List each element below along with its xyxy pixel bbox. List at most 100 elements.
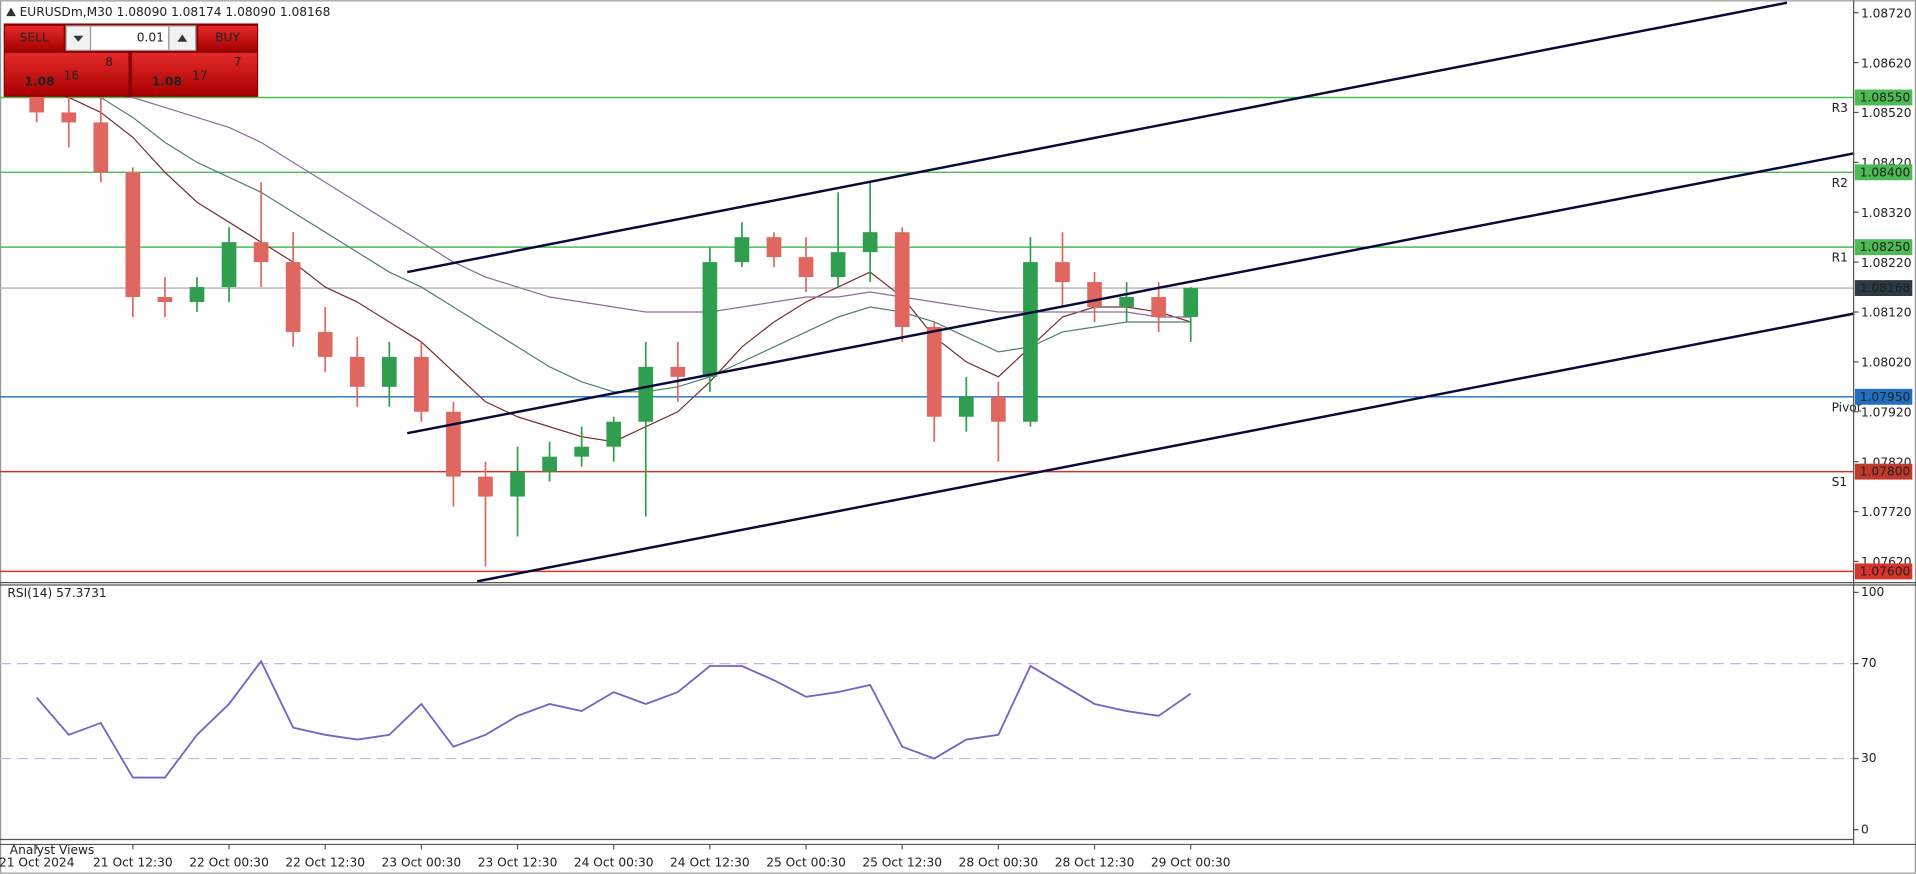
candle-body bbox=[317, 331, 333, 357]
x-tick-label: 21 Oct 2024 bbox=[0, 855, 75, 869]
candle-body bbox=[574, 446, 589, 457]
level-label-bg bbox=[1854, 388, 1913, 405]
moving-average bbox=[36, 71, 1191, 318]
x-tick-label: 24 Oct 12:30 bbox=[670, 855, 750, 869]
candle-body bbox=[221, 242, 237, 288]
candle-body bbox=[253, 242, 269, 263]
candle-body bbox=[734, 237, 750, 263]
candle-body bbox=[702, 262, 718, 377]
y-tick-label: 100 bbox=[1861, 585, 1884, 599]
arrow-down bbox=[73, 35, 84, 42]
plot-layer: R3 R2 R1 Pivot S1 bbox=[0, 1, 1862, 779]
candle-body bbox=[61, 112, 77, 123]
sell-button[interactable] bbox=[4, 25, 64, 51]
moving-average bbox=[36, 62, 1191, 393]
level-label: 1.07600 bbox=[1860, 565, 1911, 579]
level-tag: R2 bbox=[1832, 176, 1848, 190]
candle-body bbox=[670, 366, 686, 377]
candle-body bbox=[862, 232, 878, 253]
buy-button[interactable] bbox=[198, 25, 257, 51]
y-tick-label: 1.08020 bbox=[1861, 356, 1912, 370]
candle-body bbox=[1183, 288, 1199, 317]
bid-pips: 16 bbox=[64, 69, 80, 83]
y-tick-label: 0 bbox=[1861, 822, 1869, 836]
candle-body bbox=[1087, 282, 1102, 308]
candle-body bbox=[349, 356, 365, 387]
x-tick-label: 22 Oct 00:30 bbox=[189, 855, 269, 869]
candle-body bbox=[1119, 297, 1134, 308]
x-tick-label: 25 Oct 12:30 bbox=[862, 855, 942, 869]
candle-body bbox=[285, 262, 301, 332]
candle-body bbox=[478, 476, 493, 497]
candle-body bbox=[766, 237, 782, 258]
level-label: 1.07950 bbox=[1860, 390, 1911, 404]
buy-label[interactable]: BUY bbox=[215, 31, 240, 45]
candle-body bbox=[446, 411, 461, 477]
candle-body bbox=[542, 456, 557, 472]
ask-box[interactable] bbox=[132, 52, 257, 96]
candle-body bbox=[1055, 262, 1070, 283]
candle-body bbox=[93, 122, 109, 173]
symbol-header: EURUSDm,M30 1.08090 1.08174 1.08090 1.08… bbox=[20, 5, 331, 19]
axis-layer: 1.087201.086201.085201.084201.083201.082… bbox=[0, 6, 1913, 869]
x-tick-label: 23 Oct 12:30 bbox=[478, 855, 558, 869]
candle-body bbox=[1151, 297, 1166, 317]
x-tick-label: 22 Oct 12:30 bbox=[285, 855, 365, 869]
candle-body bbox=[830, 252, 846, 278]
y-tick-label: 70 bbox=[1861, 656, 1877, 670]
candle-body bbox=[958, 396, 974, 417]
candle-body bbox=[414, 356, 429, 412]
y-tick-label: 1.08720 bbox=[1861, 6, 1912, 20]
y-tick-label: 1.08620 bbox=[1861, 56, 1912, 70]
channel-line bbox=[407, 152, 1855, 435]
collapse-icon[interactable] bbox=[6, 7, 16, 17]
analyst-views: Analyst Views bbox=[10, 843, 95, 857]
rsi-line bbox=[36, 659, 1192, 779]
x-tick-label: 28 Oct 00:30 bbox=[959, 855, 1039, 869]
level-label: 1.08550 bbox=[1860, 91, 1911, 105]
lot-value[interactable]: 0.01 bbox=[137, 31, 164, 45]
sell-label[interactable]: SELL bbox=[20, 31, 49, 45]
bid-box[interactable] bbox=[4, 52, 129, 96]
y-tick-label: 1.07920 bbox=[1861, 405, 1912, 419]
ask-pips: 17 bbox=[192, 69, 208, 83]
lot-input[interactable] bbox=[89, 25, 170, 51]
candle-body bbox=[798, 257, 814, 278]
ask-big: 1.08 bbox=[152, 75, 182, 89]
level-label: 1.07800 bbox=[1860, 465, 1911, 479]
level-label: 1.08168 bbox=[1860, 281, 1911, 295]
candle-body bbox=[894, 232, 910, 327]
level-tag: Pivot bbox=[1832, 400, 1862, 414]
x-tick-label: 28 Oct 12:30 bbox=[1055, 855, 1135, 869]
arrow-up bbox=[177, 34, 188, 42]
level-tag: R3 bbox=[1832, 101, 1848, 115]
candle-body bbox=[29, 92, 45, 113]
candle-body bbox=[606, 421, 622, 447]
rsi-title: RSI(14) 57.3731 bbox=[7, 586, 106, 600]
level-label: 1.08400 bbox=[1860, 165, 1911, 179]
level-label-bg bbox=[1854, 239, 1913, 256]
level-label: 1.08250 bbox=[1860, 240, 1911, 254]
level-tag: S1 bbox=[1832, 475, 1848, 489]
y-tick-label: 1.08520 bbox=[1861, 106, 1912, 120]
candle-body bbox=[510, 471, 525, 497]
level-label-bg bbox=[1854, 164, 1913, 181]
level-label-bg bbox=[1854, 563, 1913, 580]
level-label-bg bbox=[1854, 463, 1913, 480]
level-tag: R1 bbox=[1832, 251, 1848, 265]
candle-body bbox=[1023, 262, 1038, 422]
y-tick-label: 1.08120 bbox=[1861, 306, 1912, 320]
x-tick-label: 29 Oct 00:30 bbox=[1151, 855, 1231, 869]
bid-point: 8 bbox=[105, 55, 113, 69]
channel-line bbox=[476, 312, 1855, 583]
y-tick-label: 1.08220 bbox=[1861, 256, 1912, 270]
bid-big: 1.08 bbox=[24, 75, 54, 89]
x-tick-label: 25 Oct 00:30 bbox=[766, 855, 846, 869]
y-tick-label: 30 bbox=[1861, 751, 1877, 765]
candle-body bbox=[381, 356, 397, 387]
level-label-bg bbox=[1854, 89, 1913, 106]
candle-body bbox=[189, 287, 205, 303]
y-tick-label: 1.07720 bbox=[1861, 505, 1912, 519]
candle-body bbox=[125, 172, 141, 298]
